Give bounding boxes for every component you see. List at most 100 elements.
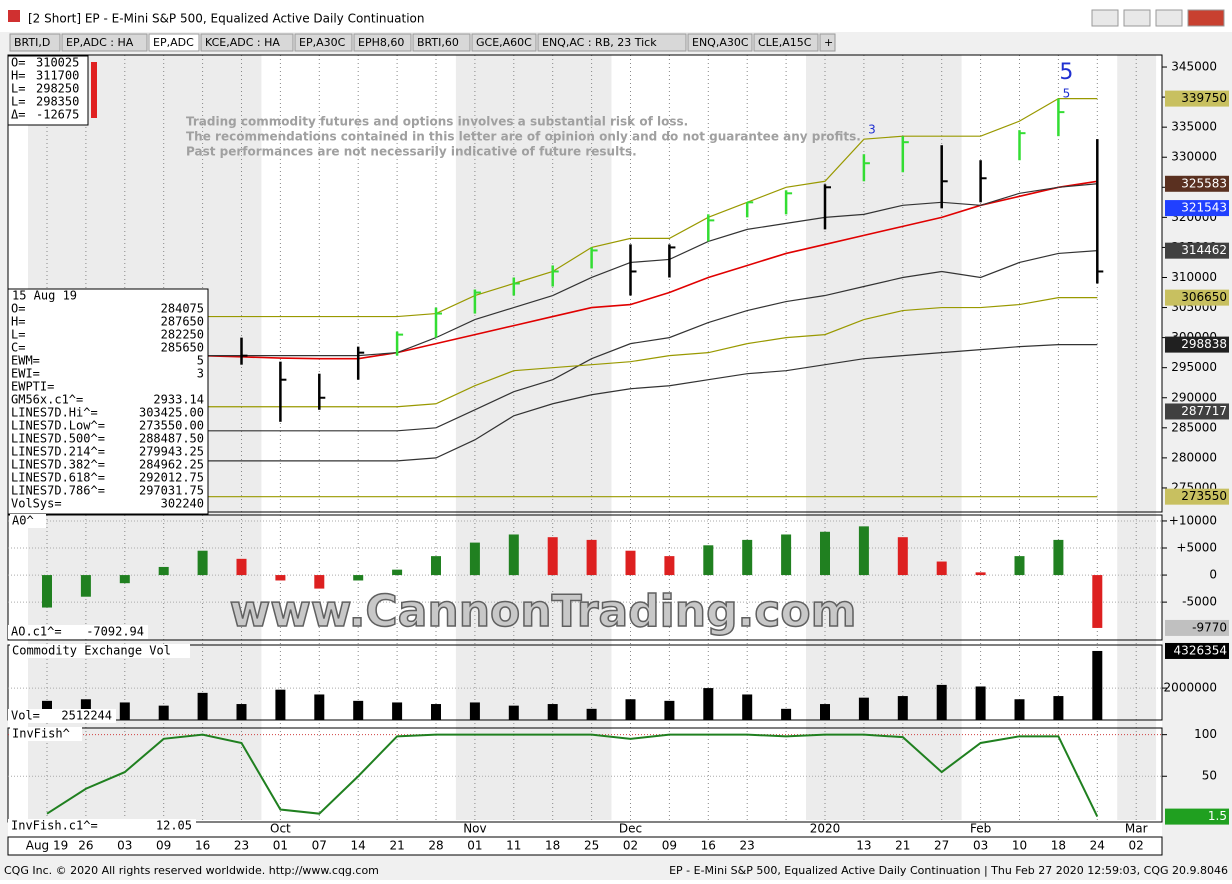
pin-button[interactable]	[1091, 9, 1119, 27]
x-tick-label: 03	[973, 839, 988, 853]
panel-value-box	[8, 709, 116, 723]
info-key: C=	[11, 341, 25, 355]
bar	[236, 558, 247, 576]
tab-label[interactable]: +	[824, 36, 833, 49]
bar	[236, 704, 247, 720]
info-value: 302240	[161, 497, 204, 511]
info-panels: O= 310025 H= 311700 L= 298250 L= 298350 Δ= -12675…	[7, 55, 209, 833]
month-label: Dec	[619, 822, 642, 836]
tab[interactable]	[9, 33, 61, 52]
info-value: 287650	[161, 315, 204, 329]
x-tick-label: 18	[1051, 839, 1066, 853]
last-value-tag-label: 1.5	[1208, 809, 1227, 823]
x-tick-label: 21	[895, 839, 910, 853]
quote-value: 310025	[36, 56, 79, 70]
last-value-tag-label: 4326354	[1174, 643, 1227, 657]
month-label: Oct	[270, 822, 291, 836]
info-key: LINES7D.214^=	[11, 445, 105, 459]
last-value-tag	[1165, 619, 1229, 636]
info-key: EWI=	[11, 367, 40, 381]
level-tag-label: 287717	[1181, 404, 1227, 418]
x-tick-label: 13	[856, 839, 871, 853]
bar	[858, 526, 869, 576]
tab-label[interactable]: ENQ,AC : RB, 23 Tick	[542, 36, 657, 49]
bar	[42, 575, 52, 608]
bar	[158, 566, 169, 576]
bar	[158, 705, 169, 720]
panel-value: 2512244	[61, 709, 112, 723]
tab-label[interactable]: BRTI,60	[417, 36, 459, 49]
info-value: 303425.00	[139, 406, 204, 420]
x-tick-label: 03	[117, 839, 132, 853]
bar	[431, 556, 441, 576]
month-band	[1117, 55, 1157, 820]
bar	[625, 550, 636, 576]
tab-label[interactable]: EPH8,60	[358, 36, 404, 49]
level-tag-label: 339750	[1181, 91, 1227, 105]
info-key: EWM=	[11, 354, 40, 368]
last-value-tag	[1165, 642, 1229, 659]
info-key: LINES7D.Low^=	[11, 419, 105, 433]
panel-label: Commodity Exchange Vol	[12, 644, 171, 658]
tab[interactable]	[353, 33, 412, 52]
month-label: Mar	[1125, 822, 1148, 836]
tab[interactable]	[687, 33, 753, 52]
tab[interactable]	[412, 33, 471, 52]
tab-label[interactable]: BRTI,D	[14, 36, 50, 49]
info-key: L=	[11, 328, 25, 342]
last-value-tag	[1165, 808, 1229, 825]
bar	[703, 545, 714, 576]
tab-label[interactable]: EP,ADC : HA	[66, 36, 134, 49]
date-bar	[7, 836, 1163, 856]
bar	[469, 702, 480, 720]
tab-label[interactable]: GCE,A60C	[476, 36, 532, 49]
tab-label[interactable]: CLE,A15C	[758, 36, 812, 49]
tab[interactable]	[61, 33, 148, 52]
tab[interactable]	[294, 33, 353, 52]
info-key: GM56x.c1^=	[11, 393, 83, 407]
x-tick-label: 01	[467, 839, 482, 853]
y-tick-label: 345000	[1171, 60, 1217, 74]
tab-label[interactable]: EP,A30C	[299, 36, 346, 49]
panel-label-box	[10, 727, 82, 741]
panel-border	[7, 727, 1163, 823]
tab-label[interactable]: EP,ADC	[153, 36, 194, 49]
bar	[664, 556, 675, 576]
close-button[interactable]	[1187, 9, 1225, 27]
x-tick-label: 24	[1090, 839, 1105, 853]
info-value: 284962.25	[139, 458, 204, 472]
panel-value: 12.05	[156, 819, 192, 833]
y-tick-label: 295000	[1171, 360, 1217, 374]
disclaimer-line: Trading commodity futures and options in…	[186, 115, 688, 129]
tab-label[interactable]: ENQ,A30C	[692, 36, 749, 49]
tab[interactable]	[200, 33, 294, 52]
y-tick-label: 290000	[1171, 390, 1217, 404]
tab[interactable]	[819, 33, 836, 52]
month-label: Nov	[463, 822, 486, 836]
panel-label-box	[10, 644, 190, 658]
maximize-button[interactable]	[1155, 9, 1183, 27]
bar	[275, 575, 286, 581]
tab[interactable]	[753, 33, 819, 52]
tab[interactable]	[148, 33, 200, 52]
panel-label: A0^	[12, 514, 34, 528]
info-value: 3	[197, 367, 204, 381]
minimize-button[interactable]	[1123, 9, 1151, 27]
bar	[586, 708, 597, 720]
x-tick-label: 23	[234, 839, 249, 853]
tab[interactable]	[471, 33, 537, 52]
tab-bar: BRTI,D EP,ADC : HA EP,ADC KCE,ADC : HA EP,A3…	[9, 33, 836, 52]
bar	[625, 699, 636, 720]
bar	[742, 694, 753, 720]
tab[interactable]	[537, 33, 687, 52]
window-controls[interactable]	[1091, 9, 1225, 27]
info-key: LINES7D.500^=	[11, 432, 105, 446]
info-value: 282250	[161, 328, 204, 342]
tab-label[interactable]: KCE,ADC : HA	[205, 36, 280, 49]
x-tick-label: 01	[273, 839, 288, 853]
bar	[1053, 539, 1064, 576]
level-tag-label: 273550	[1181, 489, 1227, 503]
panel-value: -7092.94	[86, 625, 144, 639]
level-tag	[1165, 90, 1229, 107]
bar	[547, 704, 558, 720]
